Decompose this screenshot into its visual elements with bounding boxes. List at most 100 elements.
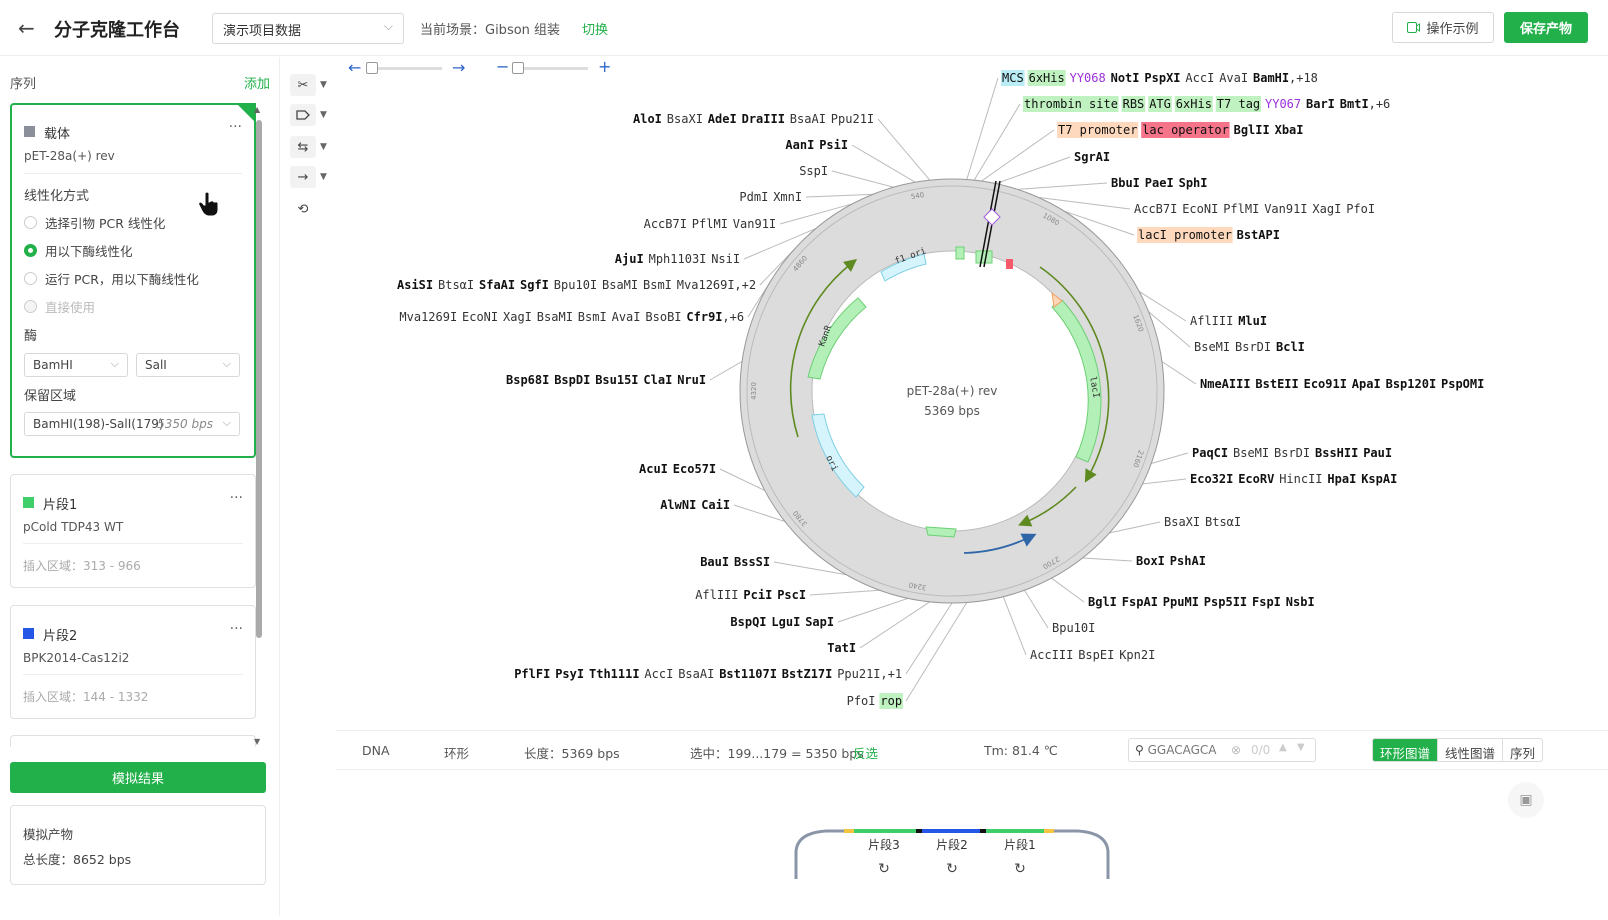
- site-name[interactable]: BsaXI: [1164, 515, 1200, 529]
- site-name[interactable]: SapI: [805, 615, 834, 629]
- site-name[interactable]: Van91I: [1264, 202, 1307, 216]
- site-name[interactable]: BsaMI: [537, 310, 573, 324]
- site-name[interactable]: BsmI: [643, 278, 672, 292]
- site-name[interactable]: PflFI: [514, 667, 550, 681]
- left-site-label-13[interactable]: BspQI LguI SapI: [730, 615, 834, 629]
- right-site-label-6[interactable]: lacI promoter BstAPI: [1137, 227, 1280, 243]
- project-select[interactable]: 演示项目数据 ⌵: [212, 13, 404, 44]
- example-button[interactable]: 操作示例: [1392, 12, 1494, 43]
- site-name[interactable]: NsbI: [1286, 595, 1315, 609]
- left-site-label-11[interactable]: BauI BssSI: [700, 555, 770, 569]
- site-name[interactable]: AsiSI: [397, 278, 433, 292]
- invert-selection-link[interactable]: 反选: [853, 746, 879, 761]
- scrollbar-thumb[interactable]: [256, 120, 262, 638]
- linearize-option-pcr[interactable]: 选择引物 PCR 线性化: [24, 213, 165, 232]
- scissors-icon[interactable]: ✂: [290, 74, 316, 96]
- site-name[interactable]: PsyI: [555, 667, 584, 681]
- left-site-label-6[interactable]: AsiSI BtsαI SfaAI SgfI Bpu10I BsaMI BsmI Mva126…: [397, 278, 756, 292]
- back-arrow-icon[interactable]: ←: [18, 16, 35, 40]
- left-site-label-4[interactable]: AccB7I PflMI Van91I: [644, 217, 777, 231]
- site-name[interactable]: ApaI: [1352, 377, 1381, 391]
- site-name[interactable]: BglII: [1234, 123, 1270, 137]
- site-name[interactable]: NmeAIII: [1200, 377, 1251, 391]
- site-name[interactable]: AccIII: [1030, 648, 1073, 662]
- site-name[interactable]: BstEII: [1255, 377, 1298, 391]
- site-name[interactable]: HincII: [1279, 472, 1322, 486]
- save-product-button[interactable]: 保存产物: [1504, 12, 1588, 43]
- site-name[interactable]: BseMI: [1233, 446, 1269, 460]
- site-name[interactable]: rop: [880, 694, 902, 708]
- left-site-label-16[interactable]: PfoI rop: [847, 693, 903, 709]
- clear-icon[interactable]: ⊗: [1231, 743, 1242, 757]
- site-name[interactable]: lacI promoter: [1138, 228, 1232, 242]
- site-name[interactable]: ATG: [1149, 97, 1171, 111]
- tab-linear-map[interactable]: 线性图谱: [1438, 739, 1504, 761]
- site-name[interactable]: PspOMI: [1441, 377, 1484, 391]
- arrow-right-icon[interactable]: →: [290, 166, 316, 188]
- enzyme2-select[interactable]: SalI ⌵: [136, 353, 240, 377]
- rotation-slider-handle[interactable]: [366, 62, 378, 74]
- fragment1-card[interactable]: 片段1 ··· pCold TDP43 WT 插入区域：313 - 966: [10, 474, 256, 588]
- switch-scene-link[interactable]: 切换: [582, 23, 609, 38]
- site-name[interactable]: AvaI: [1219, 71, 1248, 85]
- site-name[interactable]: Bsu15I: [595, 373, 638, 387]
- zoom-in-icon[interactable]: +: [598, 57, 612, 76]
- site-name[interactable]: BspQI: [730, 615, 766, 629]
- site-name[interactable]: TatI: [827, 641, 856, 655]
- caret-down-icon[interactable]: ▼: [320, 80, 327, 90]
- loop-icon[interactable]: ⟲: [297, 201, 309, 217]
- site-name[interactable]: PspXI: [1144, 71, 1180, 85]
- site-name[interactable]: BsaAI: [790, 112, 826, 126]
- lac-operator-feature[interactable]: [1006, 259, 1013, 269]
- site-name[interactable]: DraIII: [742, 112, 785, 126]
- rotation-slider[interactable]: [372, 67, 442, 70]
- site-name[interactable]: Tth111I: [589, 667, 640, 681]
- site-name[interactable]: BsaMI: [602, 278, 638, 292]
- site-name[interactable]: SgrAI: [1074, 150, 1110, 164]
- site-name[interactable]: AjuI: [615, 252, 644, 266]
- mcs-feature[interactable]: [955, 246, 965, 260]
- right-site-label-4[interactable]: BbuI PaeI SphI: [1111, 176, 1208, 190]
- site-name[interactable]: AflIII: [695, 588, 738, 602]
- site-name[interactable]: FspAI: [1122, 595, 1158, 609]
- rotate-right-icon[interactable]: →: [452, 58, 466, 77]
- site-name[interactable]: SfaAI: [479, 278, 515, 292]
- site-name[interactable]: XagI: [1312, 202, 1341, 216]
- site-name[interactable]: Cfr9I: [686, 310, 722, 324]
- sequence-search-input[interactable]: ⚲ GGACAGCA ⊗ 0/0 ▲ ▼: [1128, 738, 1316, 762]
- swap-arrows-icon[interactable]: ⇆: [290, 136, 316, 158]
- simulate-button[interactable]: 模拟结果: [10, 762, 266, 793]
- site-name[interactable]: AvaI: [612, 310, 641, 324]
- site-name[interactable]: Bsp68I: [506, 373, 549, 387]
- site-name[interactable]: BauI: [700, 555, 729, 569]
- site-name[interactable]: EcoNI: [462, 310, 498, 324]
- fragment2-card[interactable]: 片段2 ··· BPK2014-Cas12i2 插入区域：144 - 1332: [10, 605, 256, 719]
- caret-down-icon[interactable]: ▼: [320, 172, 327, 182]
- site-name[interactable]: Ppu21I: [831, 112, 874, 126]
- site-name[interactable]: 6xHis: [1029, 71, 1065, 85]
- site-name[interactable]: BsaXI: [667, 112, 703, 126]
- left-site-label-15[interactable]: PflFI PsyI Tth111I AccI BsaAI Bst1107I BstZ17I…: [514, 667, 902, 681]
- caret-down-icon[interactable]: ▼: [320, 142, 327, 152]
- right-site-label-10[interactable]: PaqCI BseMI BsrDI BssHII PauI: [1192, 446, 1392, 460]
- site-name[interactable]: BsrDI: [1274, 446, 1310, 460]
- site-name[interactable]: NruI: [677, 373, 706, 387]
- site-name[interactable]: BssHII: [1315, 446, 1358, 460]
- search-next-icon[interactable]: ▼: [1297, 742, 1305, 753]
- site-name[interactable]: Eco32I: [1190, 472, 1233, 486]
- keep-region-select[interactable]: BamHI(198)-SalI(179) 5350 bps ⌵: [24, 412, 240, 436]
- site-name[interactable]: PfoI: [1346, 202, 1375, 216]
- right-site-label-13[interactable]: BoxI PshAI: [1136, 554, 1206, 568]
- left-site-label-2[interactable]: SspI: [799, 164, 828, 178]
- right-site-label-16[interactable]: AccIII BspEI Kpn2I: [1030, 648, 1155, 662]
- site-name[interactable]: AloI: [633, 112, 662, 126]
- left-site-label-12[interactable]: AflIII PciI PscI: [695, 588, 806, 602]
- site-name[interactable]: FspI: [1252, 595, 1281, 609]
- site-name[interactable]: KspAI: [1361, 472, 1397, 486]
- rotate-left-icon[interactable]: ←: [348, 58, 362, 77]
- left-site-label-14[interactable]: TatI: [827, 641, 856, 655]
- site-name[interactable]: BseMI: [1194, 340, 1230, 354]
- site-name[interactable]: NotI: [1111, 71, 1140, 85]
- site-name[interactable]: CaiI: [701, 498, 730, 512]
